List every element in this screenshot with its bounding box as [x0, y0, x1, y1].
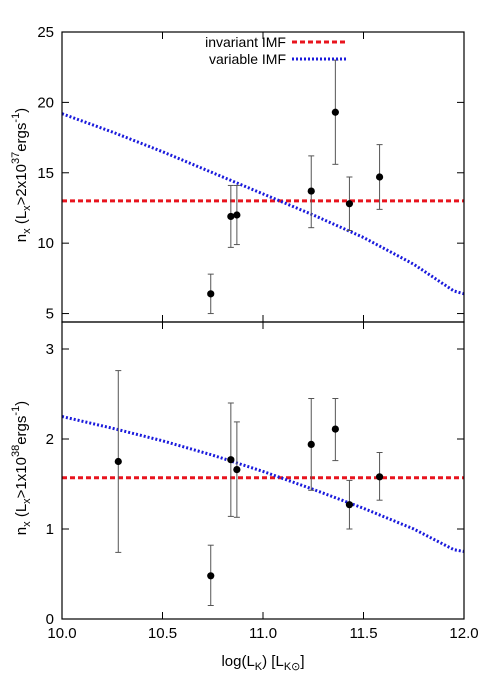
- bottom-data-point-5: [331, 425, 339, 433]
- top-ytick-label-4: 25: [37, 24, 54, 41]
- bottom-ytick-label-0: 0: [46, 611, 54, 628]
- xtick-label-1: 10.5: [148, 625, 177, 642]
- bottom-variable-imf-line: [61, 415, 465, 553]
- legend-label-variable-imf: variable IMF: [209, 51, 286, 67]
- top-data-point-0: [207, 290, 215, 298]
- legend-label-invariant-imf: invariant IMF: [205, 34, 286, 50]
- bottom-ytick-label-1: 1: [46, 521, 54, 538]
- top-panel-frame: [61, 31, 465, 323]
- top-data-point-4: [331, 108, 339, 116]
- bottom-ytick-label-2: 2: [46, 431, 54, 448]
- bottom-data-point-1: [207, 572, 215, 580]
- top-data-point-6: [375, 173, 384, 181]
- bottom-data-point-2: [227, 456, 235, 464]
- x-ticks: 10.0 10.5 11.0 11.5 12.0: [47, 32, 479, 642]
- x-axis-label: log(LK) [LK⊙]: [221, 653, 304, 673]
- top-ytick-label-1: 10: [37, 235, 54, 252]
- xtick-label-0: 10.0: [47, 625, 76, 642]
- xtick-label-4: 12.0: [449, 625, 478, 642]
- bottom-y-ticks: 0 1 2 3: [46, 341, 464, 628]
- bottom-data-point-4: [307, 440, 315, 448]
- top-ytick-label-3: 20: [37, 94, 54, 111]
- bottom-y-axis-label: nx (Lx>1x1038ergs-1): [10, 401, 33, 535]
- top-variable-imf-line: [61, 112, 465, 296]
- top-y-axis-label: nx (Lx>2x1037ergs-1): [10, 108, 33, 242]
- bottom-ytick-label-3: 3: [46, 341, 54, 358]
- top-panel: 5 10 15 20 25 invariant IMF variable IMF nx …: [10, 24, 465, 323]
- bottom-panel-marks: [61, 370, 465, 606]
- top-data-point-2: [233, 211, 241, 219]
- top-y-ticks: 5 10 15 20 25: [37, 24, 464, 323]
- xtick-label-2: 11.0: [249, 625, 277, 642]
- bottom-panel: 0 1 2 3 10.0 10.5 11.0 11.5 12.0 nx (Lx>1x1038e…: [10, 32, 479, 673]
- top-data-point-3: [307, 187, 315, 195]
- bottom-data-point-0: [114, 457, 122, 466]
- bottom-data-point-6: [345, 501, 354, 509]
- legend: invariant IMF variable IMF: [205, 34, 348, 67]
- top-data-point-1: [227, 212, 235, 221]
- top-panel-marks: [61, 59, 465, 315]
- top-ytick-label-2: 15: [37, 165, 54, 182]
- top-data-point-5: [345, 200, 354, 208]
- top-ytick-label-0: 5: [46, 306, 54, 323]
- bottom-data-point-3: [233, 466, 241, 474]
- bottom-data-point-7: [375, 473, 384, 481]
- xtick-label-3: 11.5: [349, 625, 377, 642]
